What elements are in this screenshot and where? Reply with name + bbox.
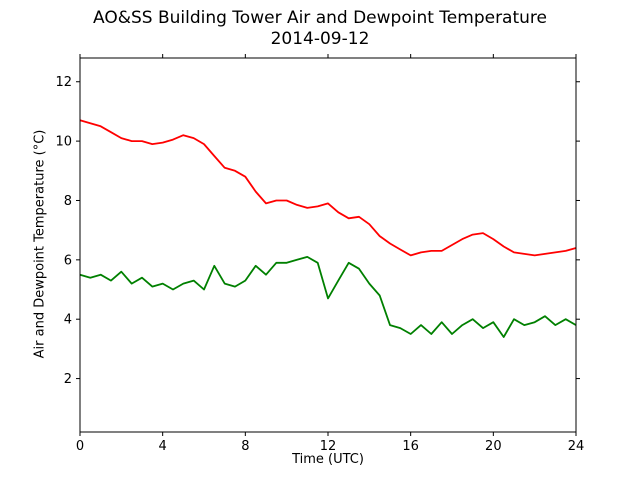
series-line-1	[79, 255, 577, 338]
series-layer	[79, 119, 577, 338]
x-axis-label: Time (UTC)	[292, 452, 364, 467]
x-tick-label-8: 8	[241, 439, 249, 454]
chart-title-line-2: 2014-09-12	[270, 29, 370, 49]
x-tick-label-0: 0	[76, 439, 84, 454]
series-line-0	[79, 119, 577, 257]
y-axis-label: Air and Dewpoint Temperature (°C)	[32, 129, 48, 359]
y-tick-label-8: 8	[64, 194, 72, 209]
x-tick-label-24: 24	[568, 439, 585, 454]
chart-title-line-1: AO&SS Building Tower Air and Dewpoint Te…	[92, 8, 547, 28]
y-tick-label-6: 6	[64, 253, 72, 268]
x-tick-label-20: 20	[485, 439, 502, 454]
y-tick-label-12: 12	[55, 75, 72, 90]
y-tick-label-4: 4	[64, 313, 72, 328]
y-tick-label-2: 2	[64, 372, 72, 387]
x-tick-label-16: 16	[402, 439, 419, 454]
y-tick-label-10: 10	[55, 135, 72, 150]
x-tick-label-12: 12	[320, 439, 337, 454]
x-tick-label-4: 4	[159, 439, 167, 454]
